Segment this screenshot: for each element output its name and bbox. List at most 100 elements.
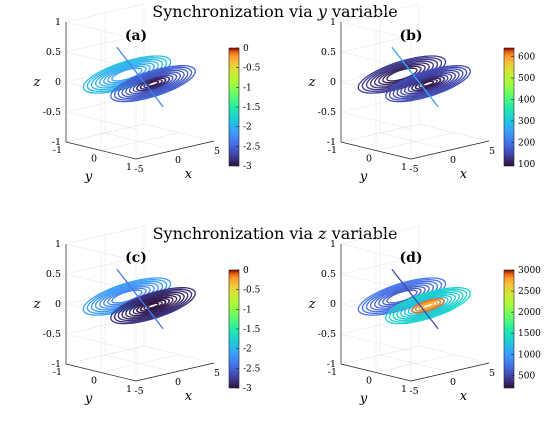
y-tick-label: -1 — [53, 145, 62, 156]
trajectory-loop-left — [361, 279, 443, 315]
panel-label: (c) — [125, 250, 147, 266]
trajectory-loop-left — [82, 277, 172, 316]
trajectory-loop-right — [110, 287, 196, 325]
colorbar-tick-label: -0.5 — [243, 64, 261, 74]
section-title-top: Synchronization via y variable — [152, 2, 397, 21]
x-tick-label: 0 — [450, 155, 456, 166]
trajectory-loop-left — [94, 60, 159, 89]
z-tick-label: 1 — [55, 239, 61, 250]
z-tick-label: -1 — [327, 359, 336, 370]
trajectory-loop-core — [146, 80, 160, 87]
trajectory-loop-right — [407, 296, 449, 315]
colorbar-tick-label: 200 — [518, 138, 535, 148]
colorbar-tick-label: -1.5 — [243, 103, 261, 113]
y-tick-label: -1 — [328, 367, 337, 378]
z-tick-label: 0.5 — [321, 47, 336, 58]
trajectory-loop-left — [361, 57, 443, 93]
z-tick-label: 0 — [330, 299, 336, 310]
x-tick-label: -5 — [409, 164, 418, 175]
trajectory-loop-right — [392, 290, 464, 322]
colorbar-tick-label: 0 — [243, 266, 249, 276]
z-tick-label: 1 — [330, 17, 336, 28]
trajectory-loop-right — [132, 296, 174, 315]
trajectory-loop-right — [132, 74, 174, 93]
trajectory-loop-right — [388, 66, 468, 101]
colorbar-tick-label: 300 — [518, 117, 535, 127]
y-tick-label: 1 — [401, 162, 407, 173]
colorbar-tick-label: -2.5 — [243, 142, 261, 152]
panel-a: -5 0 5 -1 0 1 -1 -0.5 0 0.5 1 x y z (a) 0 -0.5 -1 -1.5 -2 -2… — [33, 3, 261, 184]
trajectory-loop-right — [125, 293, 181, 318]
trajectory-loop-left — [386, 289, 418, 304]
trajectory-loop-left — [382, 287, 422, 306]
trajectory-loop-right — [117, 68, 189, 100]
axes — [65, 244, 215, 382]
colorbar-tick-label: -1 — [243, 305, 252, 315]
trajectory-loop-core — [414, 77, 442, 90]
z-tick-label: -0.5 — [318, 329, 336, 340]
trajectory-loop-right — [125, 71, 181, 96]
y-tick-label: -1 — [328, 145, 337, 156]
y-tick-label: 0 — [366, 376, 372, 387]
colorbar-tick-label: 100 — [518, 160, 535, 170]
z-tick-label: 0 — [55, 77, 61, 88]
trajectory-loop-left — [374, 284, 430, 309]
y-axis-line — [65, 363, 137, 382]
trajectory-loop-left — [386, 67, 418, 82]
colorbar-tick-label: -2 — [243, 123, 252, 133]
y-tick-label: 0 — [366, 154, 372, 165]
x-tick-label: 5 — [489, 146, 495, 157]
y-tick-label: 1 — [126, 162, 132, 173]
colorbar-tick-label: -1 — [243, 83, 252, 93]
trajectory-wing — [116, 46, 164, 108]
y-axis-line — [65, 141, 137, 160]
trajectory-loop-core — [146, 302, 160, 309]
trajectory-wing — [116, 268, 164, 330]
trajectory-loop-left — [94, 282, 159, 311]
z-tick-label: 0.5 — [46, 47, 61, 58]
trajectory — [82, 46, 196, 108]
colorbar-tick-label: 500 — [518, 74, 535, 84]
trajectory-loop-left — [86, 57, 168, 93]
trajectory-loop-left — [378, 64, 426, 86]
x-axis-label: x — [185, 389, 193, 404]
y-tick-label: 0 — [91, 154, 97, 165]
trajectory-loop-left — [103, 286, 151, 308]
trajectory-loop-left — [369, 282, 434, 311]
trajectory-loop-core — [418, 301, 438, 311]
trajectory-loop-left — [378, 286, 426, 308]
trajectory-loop-right — [396, 69, 460, 98]
trajectory-loop-left — [374, 62, 430, 87]
trajectory-loop-core — [139, 299, 167, 312]
z-axis-label: z — [33, 297, 41, 312]
axes — [340, 22, 490, 160]
z-tick-label: -1 — [52, 359, 61, 370]
colorbar-tick-label: 1500 — [518, 329, 541, 339]
trajectory-loop-right — [396, 291, 460, 320]
trajectory-loop-left — [99, 62, 155, 87]
y-tick-label: -1 — [53, 367, 62, 378]
trajectory-loop-left — [99, 284, 155, 309]
trajectory — [357, 46, 471, 108]
y-axis-label: y — [359, 391, 368, 406]
trajectory-loop-core — [414, 299, 442, 312]
trajectory-loop-right — [121, 69, 185, 98]
trajectory-loop-left — [107, 287, 147, 306]
x-axis-line — [135, 362, 215, 382]
trajectory-loop-right — [407, 74, 449, 93]
colorbar-tick-label: 2000 — [518, 308, 541, 318]
z-tick-label: -1 — [52, 137, 61, 148]
colorbar-tick-label: -3 — [243, 384, 252, 394]
trajectory-loop-right — [385, 287, 471, 325]
trajectory-loop-left — [382, 65, 422, 84]
trajectory — [357, 268, 471, 330]
x-axis-label: x — [460, 167, 468, 182]
z-tick-label: 0.5 — [321, 269, 336, 280]
z-tick-label: 0 — [330, 77, 336, 88]
x-tick-label: 0 — [175, 377, 181, 388]
colorbar-tick-label: -2.5 — [243, 364, 261, 374]
trajectory-wing — [391, 268, 439, 330]
axes — [340, 244, 490, 382]
trajectory-wing — [391, 46, 439, 108]
panel-label: (a) — [125, 28, 147, 44]
